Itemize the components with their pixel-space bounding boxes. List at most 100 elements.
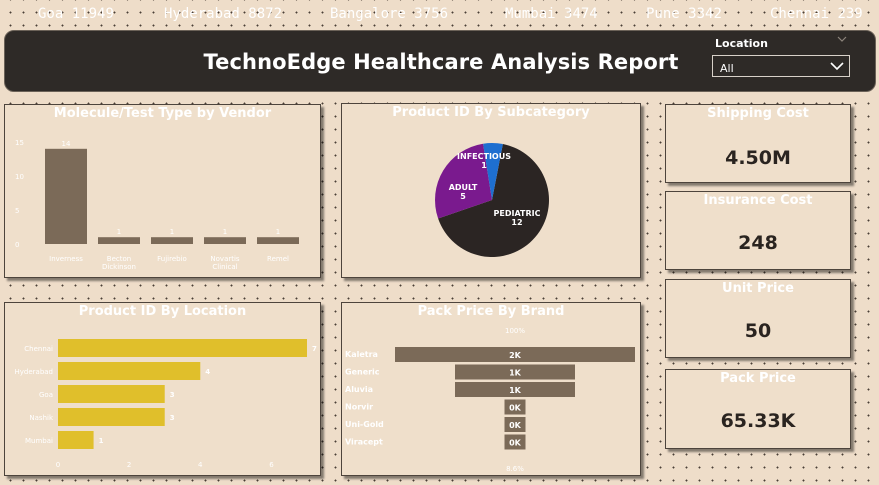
data-label: 1K xyxy=(509,369,522,378)
slice-value: 5 xyxy=(460,192,466,201)
x-tick-label: 0 xyxy=(56,461,60,469)
bar xyxy=(151,237,193,244)
data-label: 7 xyxy=(312,345,317,353)
x-tick-label: Remel xyxy=(267,255,289,263)
location-bar-chart: Chennai 7 Hyderabad 4 Goa 3 Nashik 3 Mumbai 1 0 2 4 6 xyxy=(15,339,317,469)
location-chart-card: Product ID By Location Chennai 7 Hyderabad… xyxy=(4,302,321,476)
page-title: TechnoEdge Healthcare Analysis Report xyxy=(203,50,679,74)
y-tick-label: Goa xyxy=(39,391,53,399)
bar xyxy=(58,431,94,449)
brand-chart-card: Pack Price By Brand 100% Kaletra 2K Generic… xyxy=(341,302,641,476)
funnel-bar xyxy=(504,434,526,450)
data-label: 14 xyxy=(62,140,71,148)
data-label: 0K xyxy=(509,421,522,430)
y-tick-label: 5 xyxy=(15,207,19,215)
kpi-label: Pack Price xyxy=(720,371,796,386)
bar xyxy=(98,237,140,244)
kpi-label: Unit Price xyxy=(722,281,794,296)
bar xyxy=(58,408,165,426)
kpi-shipping-cost: Shipping Cost 4.50M xyxy=(665,104,851,183)
slice-label: ADULT xyxy=(449,183,478,192)
pie-slice xyxy=(435,143,492,219)
subcategory-chart-title: Product ID By Subcategory xyxy=(392,105,590,120)
y-tick-label: 15 xyxy=(15,139,24,147)
kpi-label: Shipping Cost xyxy=(707,106,809,121)
data-label: 4 xyxy=(205,368,210,376)
bar xyxy=(58,385,165,403)
pie-slice xyxy=(483,143,503,200)
category-label: Norvir xyxy=(345,403,373,412)
ticker-item: Mumbai 3474 xyxy=(505,6,598,22)
data-label: 0K xyxy=(509,439,522,448)
ticker-item: Bangalore 3756 xyxy=(330,6,449,22)
kpi-value: 50 xyxy=(744,320,772,342)
x-tick-label: Becton Dickinson xyxy=(102,255,136,271)
x-tick-label: Inverness xyxy=(49,255,83,263)
funnel-bar xyxy=(504,399,526,415)
kpi-value: 4.50M xyxy=(725,147,791,169)
x-tick-label: 2 xyxy=(127,461,131,469)
data-label: 3 xyxy=(170,391,175,399)
ticker-item: Hyderabad 8872 xyxy=(164,6,283,22)
data-label: 1 xyxy=(223,228,227,236)
ticker-item: Goa 11949 xyxy=(38,6,114,22)
funnel-bar xyxy=(455,382,575,397)
data-label: 1K xyxy=(509,386,522,395)
brand-chart-title: Pack Price By Brand xyxy=(417,304,565,319)
subcategory-chart-card: Product ID By Subcategory PEDIATRIC 12 ADU… xyxy=(341,103,641,278)
kpi-value: 65.33K xyxy=(720,410,796,432)
category-label: Aluvia xyxy=(345,385,373,394)
ticker-item: Pune 3342 xyxy=(646,6,722,22)
funnel-bar xyxy=(455,364,575,380)
data-label: 1 xyxy=(117,228,121,236)
location-ticker: Goa 11949 Hyderabad 8872 Bangalore 3756 … xyxy=(0,0,879,28)
kpi-insurance-cost: Insurance Cost 248 xyxy=(665,191,851,270)
y-tick-label: Hyderabad xyxy=(15,368,54,376)
data-label: 1 xyxy=(276,228,280,236)
slice-label: INFECTIOUS xyxy=(457,152,511,161)
kpi-unit-price: Unit Price 50 xyxy=(665,279,851,358)
slice-value: 12 xyxy=(511,218,522,227)
vendor-chart-card: Molecule/Test Type by Vendor 0 5 10 15 14 Inv… xyxy=(4,104,321,278)
location-slicer-value: All xyxy=(720,62,734,75)
bar xyxy=(58,362,201,380)
kpi-pack-price: Pack Price 65.33K xyxy=(665,369,851,449)
eraser-icon[interactable] xyxy=(837,35,847,46)
slice-value: 1 xyxy=(481,161,487,170)
kpi-value: 248 xyxy=(738,232,778,254)
funnel-top-percent: 100% xyxy=(505,327,525,335)
x-tick-label: 4 xyxy=(198,461,203,469)
bar xyxy=(257,237,299,244)
y-tick-label: 0 xyxy=(15,241,19,249)
slice-label: PEDIATRIC xyxy=(494,209,541,218)
vendor-bar-chart: 0 5 10 15 14 Inverness 1 Becton Dickinson 1 Fujire… xyxy=(15,139,299,271)
category-label: Uni-Gold xyxy=(345,420,384,429)
data-label: 1 xyxy=(170,228,174,236)
category-label: Kaletra xyxy=(345,350,378,359)
funnel-bar xyxy=(395,347,635,362)
chevron-down-icon xyxy=(830,62,844,71)
brand-funnel-chart: 100% Kaletra 2K Generic 1K Aluvia 1K Norvir 0K Un… xyxy=(345,327,635,473)
location-slicer-label: Location xyxy=(715,37,768,50)
funnel-bottom-percent: 8.6% xyxy=(506,465,524,473)
location-slicer-dropdown[interactable]: All xyxy=(712,55,850,77)
data-label: 3 xyxy=(170,414,175,422)
vendor-chart-title: Molecule/Test Type by Vendor xyxy=(53,106,272,121)
data-label: 1 xyxy=(99,437,104,445)
x-tick-label: 6 xyxy=(269,461,274,469)
category-label: Generic xyxy=(345,368,380,377)
bar xyxy=(204,237,246,244)
kpi-label: Insurance Cost xyxy=(703,193,813,208)
x-tick-label: Novartis Clinical xyxy=(210,255,240,271)
y-tick-label: 10 xyxy=(15,173,24,181)
location-chart-title: Product ID By Location xyxy=(78,304,247,319)
data-label: 2K xyxy=(509,351,522,360)
pie-slice xyxy=(438,144,549,257)
ticker-item: Chennai 239 xyxy=(770,6,863,22)
x-tick-label: Fujirebio xyxy=(157,255,187,263)
y-tick-label: Mumbai xyxy=(25,437,53,445)
data-label: 0K xyxy=(509,404,522,413)
y-tick-label: Chennai xyxy=(24,345,53,353)
category-label: Viracept xyxy=(345,438,383,447)
